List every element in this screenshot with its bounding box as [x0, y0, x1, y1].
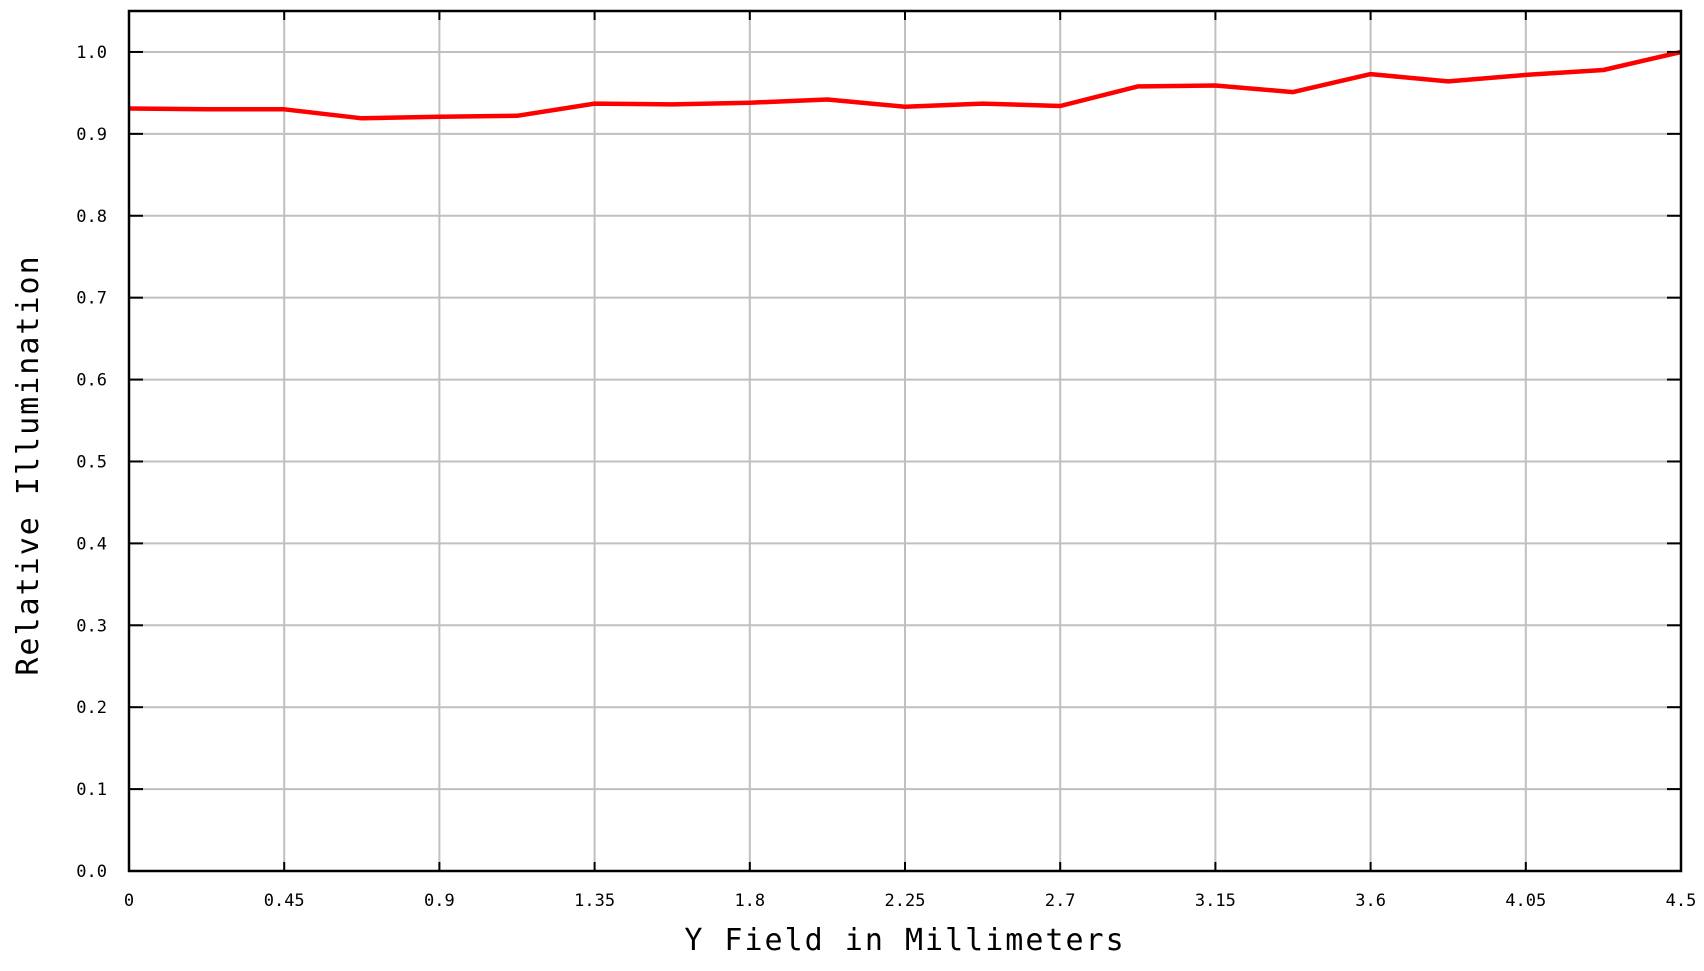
series-line	[128, 49, 1682, 121]
y-tick-label: 0.3	[76, 616, 107, 636]
x-tick-label: 0.9	[424, 891, 455, 911]
y-axis-title: Relative Illumination	[11, 254, 46, 675]
y-tick-label: 0.6	[76, 371, 107, 391]
axis-ticks	[128, 11, 1682, 872]
x-tick-label: 4.05	[1505, 891, 1546, 911]
x-tick-label: 0	[124, 891, 134, 911]
x-tick-label: 1.35	[574, 891, 615, 911]
y-tick-label: 0.1	[76, 780, 107, 800]
x-tick-label: 1.8	[734, 891, 765, 911]
y-tick-label: 0.4	[76, 534, 107, 554]
x-tick-label: 2.25	[885, 891, 926, 911]
series-layer	[128, 49, 1682, 121]
grid-lines	[129, 11, 1681, 871]
x-tick-label: 0.45	[264, 891, 305, 911]
y-tick-label: 0.2	[76, 698, 107, 718]
y-tick-label: 0.9	[76, 125, 107, 145]
y-tick-label: 0.0	[76, 862, 107, 882]
y-tick-label: 0.5	[76, 452, 107, 472]
x-tick-label: 3.6	[1355, 891, 1386, 911]
x-tick-label: 4.5	[1666, 891, 1697, 911]
y-tick-label: 0.8	[76, 207, 107, 227]
x-tick-label: 3.15	[1195, 891, 1236, 911]
x-tick-label: 2.7	[1045, 891, 1076, 911]
y-tick-label: 0.7	[76, 289, 107, 309]
y-tick-label: 1.0	[76, 43, 107, 63]
x-axis-title: Y Field in Millimeters	[684, 923, 1125, 958]
tick-labels: 0 0.45 0.9 1.35 1.8 2.25 2.7 3.15 3.6 4.05 4.5 0.0 0…	[76, 43, 1696, 911]
